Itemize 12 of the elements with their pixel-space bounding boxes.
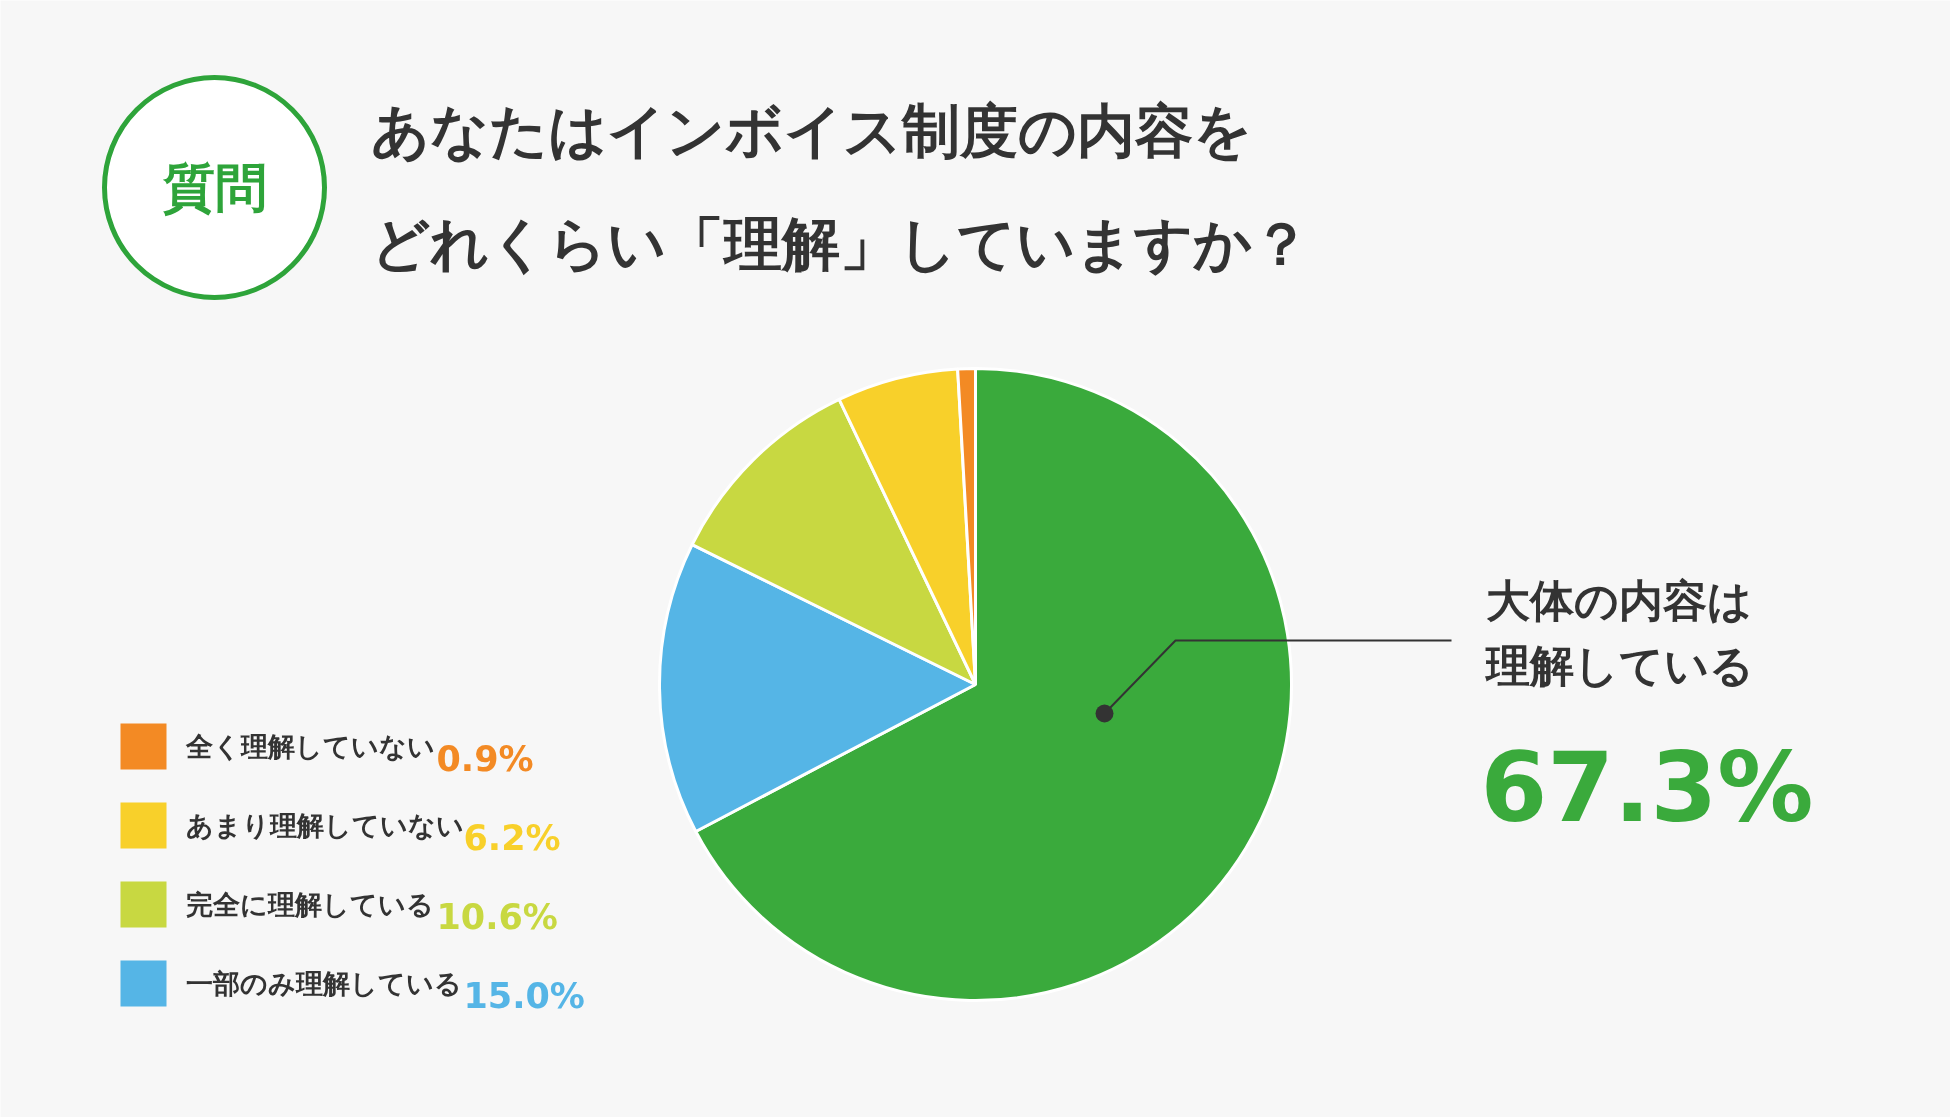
slice-label: 大体の内容は理解している	[1483, 575, 1754, 691]
chart-title: あなたはインボイス制度の内容をどれくらい「理解」していますか？	[370, 96, 1310, 278]
legend-label: 全く理解していない	[184, 731, 435, 762]
text: 質問	[161, 157, 267, 218]
data-label: 10.6%	[436, 896, 558, 937]
data-label: 67.3%	[1480, 731, 1814, 844]
data-label: 15.0%	[463, 975, 585, 1016]
legend-label: 完全に理解している	[185, 889, 434, 920]
data-label: 0.9%	[436, 738, 534, 779]
data-label: 6.2%	[463, 817, 561, 858]
legend-label: あまり理解していない	[185, 810, 464, 841]
legend-label: 一部のみ理解している	[185, 968, 462, 999]
